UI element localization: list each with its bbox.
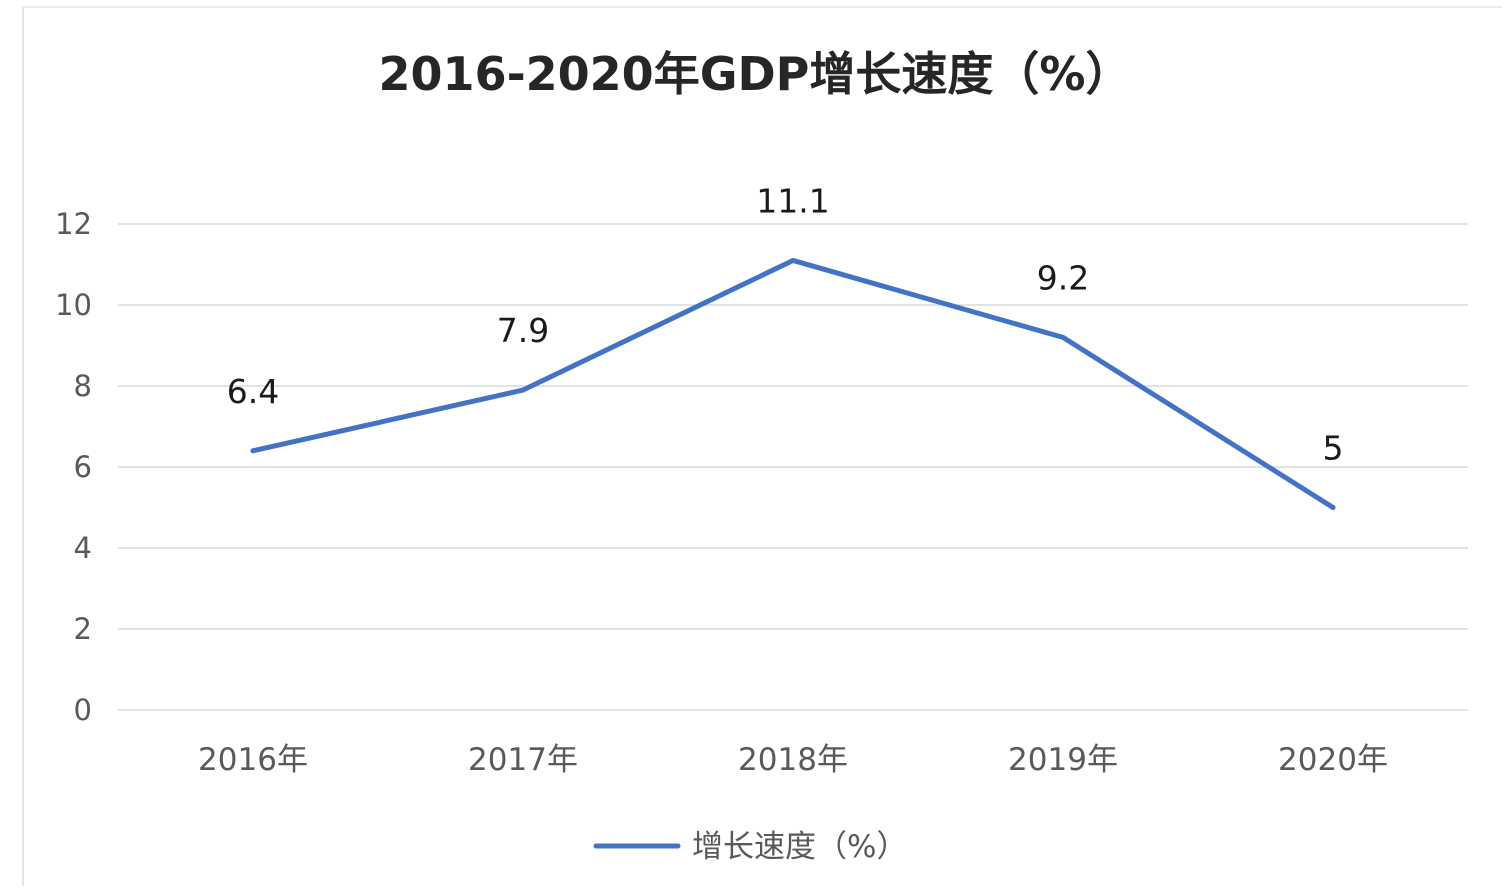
- data-label: 5: [1323, 429, 1344, 468]
- chart-frame: [22, 6, 1502, 886]
- data-point: [1060, 334, 1066, 340]
- gridlines: [118, 223, 1468, 711]
- data-point: [790, 257, 796, 263]
- legend: 增长速度（%）: [593, 829, 907, 865]
- data-label: 11.1: [756, 181, 829, 220]
- x-tick-label: 2018年: [738, 742, 848, 778]
- series-line: [250, 257, 1336, 510]
- data-point: [1330, 505, 1336, 510]
- data-label: 7.9: [497, 311, 549, 350]
- data-point: [520, 387, 526, 393]
- x-axis-ticks: 2016年 2017年 2018年 2019年 2020年: [198, 742, 1388, 778]
- data-point: [250, 448, 256, 454]
- x-tick-label: 2020年: [1278, 742, 1388, 778]
- series-group: [250, 257, 1336, 510]
- y-tick-label: 4: [74, 531, 92, 565]
- y-axis-ticks: 0 2 4 6 8 10 12: [55, 207, 92, 727]
- y-tick-label: 0: [74, 693, 92, 727]
- x-tick-label: 2019年: [1008, 742, 1118, 778]
- y-tick-label: 2: [74, 612, 92, 646]
- y-tick-label: 10: [55, 288, 92, 322]
- y-tick-label: 6: [74, 450, 92, 484]
- y-tick-label: 8: [74, 369, 92, 403]
- y-tick-label: 12: [55, 207, 92, 241]
- data-label: 6.4: [227, 372, 279, 411]
- data-label: 9.2: [1037, 258, 1089, 297]
- chart-title: 2016-2020年GDP增长速度（%）: [379, 47, 1132, 101]
- data-labels: 6.4 7.9 11.1 9.2 5: [227, 181, 1344, 467]
- legend-label: 增长速度（%）: [692, 829, 907, 865]
- x-tick-label: 2017年: [468, 742, 578, 778]
- x-tick-label: 2016年: [198, 742, 308, 778]
